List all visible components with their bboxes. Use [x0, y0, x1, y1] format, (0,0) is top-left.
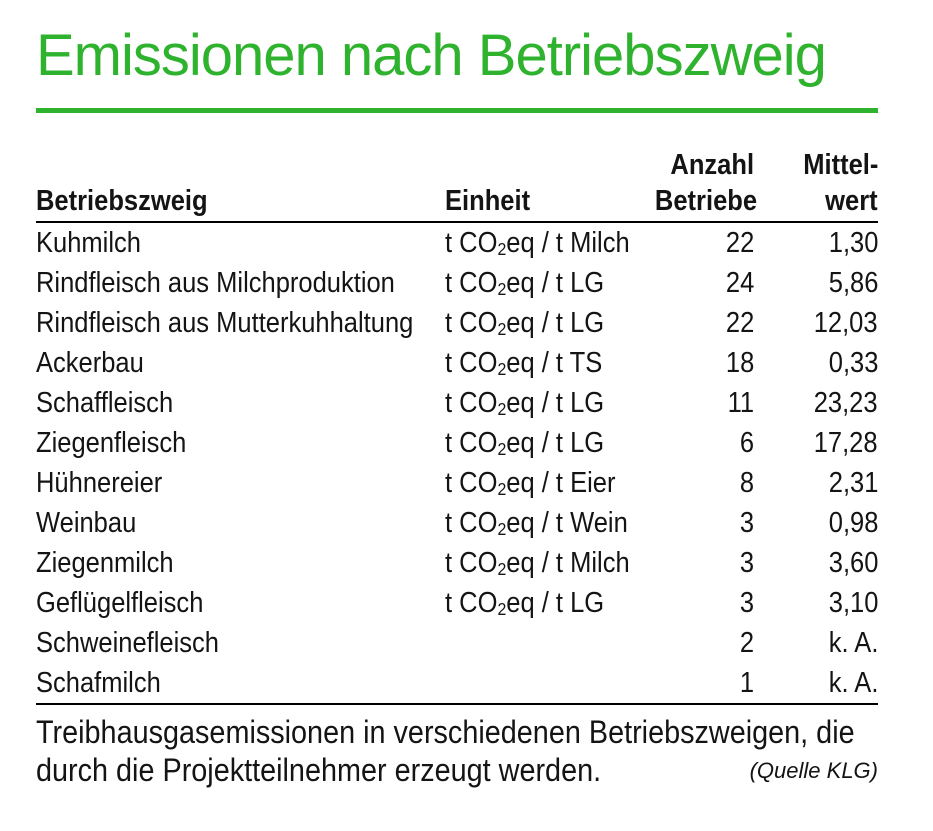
figure-caption: Treibhausgasemissionen in verschiedenen … [36, 713, 878, 789]
cell-mittelwert: k. A. [828, 627, 878, 659]
co2-subscript: 2 [497, 238, 507, 259]
cell-anzahl-betriebe: 1 [739, 667, 754, 699]
co2-subscript: 2 [497, 518, 507, 539]
cell-einheit: t CO2eq / t Wein [445, 507, 628, 539]
cell-mittelwert: 3,10 [828, 587, 878, 619]
emissions-table-body: Kuhmilch t CO2eq / t Milch 22 1,30 Rindf… [36, 223, 878, 705]
caption-text: Treibhausgasemissionen in verschiedenen … [36, 714, 855, 788]
title-underline-rule [36, 108, 878, 113]
table-row: Ziegenfleisch t CO2eq / t LG 6 17,28 [36, 423, 878, 463]
cell-einheit: t CO2eq / t Milch [445, 227, 630, 259]
cell-anzahl-betriebe: 8 [739, 467, 754, 499]
co2-subscript: 2 [497, 318, 507, 339]
header-einheit: Einheit [445, 185, 531, 217]
table-row: Ackerbau t CO2eq / t TS 18 0,33 [36, 343, 878, 383]
cell-mittelwert: 1,30 [828, 227, 878, 259]
cell-einheit: t CO2eq / t TS [445, 347, 603, 379]
cell-einheit: t CO2eq / t LG [445, 427, 605, 459]
cell-anzahl-betriebe: 3 [739, 547, 754, 579]
cell-betriebszweig: Schweinefleisch [36, 627, 219, 659]
cell-mittelwert: k. A. [828, 667, 878, 699]
cell-betriebszweig: Geflügelfleisch [36, 587, 204, 619]
cell-anzahl-betriebe: 22 [725, 307, 754, 339]
cell-einheit: t CO2eq / t LG [445, 387, 605, 419]
co2-subscript: 2 [497, 278, 507, 299]
cell-anzahl-betriebe: 2 [739, 627, 754, 659]
cell-einheit: t CO2eq / t LG [445, 307, 605, 339]
cell-anzahl-betriebe: 22 [725, 227, 754, 259]
table-row: Weinbau t CO2eq / t Wein 3 0,98 [36, 503, 878, 543]
page-title: Emissionen nach Betriebszweig [36, 23, 827, 88]
table-row: Geflügelfleisch t CO2eq / t LG 3 3,10 [36, 583, 878, 623]
co2-subscript: 2 [497, 598, 507, 619]
cell-anzahl-betriebe: 18 [725, 347, 754, 379]
cell-betriebszweig: Schaffleisch [36, 387, 174, 419]
cell-einheit: t CO2eq / t LG [445, 587, 605, 619]
header-mittelwert: Mittel- wert [802, 149, 878, 217]
cell-anzahl-betriebe: 24 [725, 267, 754, 299]
table-header-row: Betriebszweig Einheit Anzahl Betriebe Mi… [36, 147, 878, 223]
cell-mittelwert: 12,03 [814, 307, 878, 339]
table-row: Hühnereier t CO2eq / t Eier 8 2,31 [36, 463, 878, 503]
cell-betriebszweig: Schafmilch [36, 667, 161, 699]
table-row: Rindfleisch aus Milchproduktion t CO2eq … [36, 263, 878, 303]
cell-anzahl-betriebe: 3 [739, 587, 754, 619]
cell-betriebszweig: Kuhmilch [36, 227, 141, 259]
cell-mittelwert: 2,31 [828, 467, 878, 499]
cell-anzahl-betriebe: 6 [739, 427, 754, 459]
cell-betriebszweig: Ziegenfleisch [36, 427, 187, 459]
table-row: Kuhmilch t CO2eq / t Milch 22 1,30 [36, 223, 878, 263]
cell-einheit [445, 623, 641, 663]
caption-source: (Quelle KLG) [749, 758, 878, 783]
cell-betriebszweig: Hühnereier [36, 467, 163, 499]
cell-mittelwert: 23,23 [814, 387, 878, 419]
co2-subscript: 2 [497, 558, 507, 579]
cell-betriebszweig: Rindfleisch aus Mutterkuhhaltung [36, 307, 414, 339]
co2-subscript: 2 [497, 438, 507, 459]
co2-subscript: 2 [497, 398, 507, 419]
cell-mittelwert: 0,98 [828, 507, 878, 539]
table-row: Schaffleisch t CO2eq / t LG 11 23,23 [36, 383, 878, 423]
cell-betriebszweig: Rindfleisch aus Milchproduktion [36, 267, 395, 299]
cell-einheit [445, 663, 641, 703]
co2-subscript: 2 [497, 358, 507, 379]
cell-mittelwert: 0,33 [828, 347, 878, 379]
cell-anzahl-betriebe: 11 [727, 387, 754, 419]
header-betriebszweig: Betriebszweig [36, 185, 208, 217]
table-row: Schafmilch 1 k. A. [36, 663, 878, 703]
cell-anzahl-betriebe: 3 [739, 507, 754, 539]
cell-einheit: t CO2eq / t LG [445, 267, 605, 299]
cell-einheit: t CO2eq / t Milch [445, 547, 630, 579]
cell-mittelwert: 17,28 [814, 427, 878, 459]
header-anzahl-betriebe: Anzahl Betriebe [654, 149, 758, 217]
table-row: Ziegenmilch t CO2eq / t Milch 3 3,60 [36, 543, 878, 583]
table-row: Schweinefleisch 2 k. A. [36, 623, 878, 663]
co2-subscript: 2 [497, 478, 507, 499]
cell-mittelwert: 5,86 [828, 267, 878, 299]
cell-betriebszweig: Ziegenmilch [36, 547, 174, 579]
article-figure: Emissionen nach Betriebszweig Betriebszw… [36, 0, 878, 789]
cell-betriebszweig: Ackerbau [36, 347, 144, 379]
cell-betriebszweig: Weinbau [36, 507, 137, 539]
cell-einheit: t CO2eq / t Eier [445, 467, 616, 499]
cell-mittelwert: 3,60 [828, 547, 878, 579]
table-row: Rindfleisch aus Mutterkuhhaltung t CO2eq… [36, 303, 878, 343]
